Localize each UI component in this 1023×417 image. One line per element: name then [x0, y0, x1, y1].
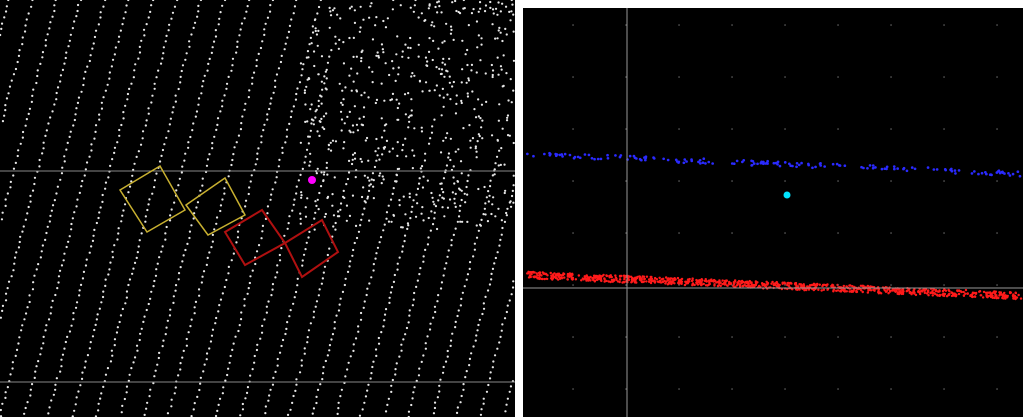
- right-panel: [523, 8, 1023, 417]
- magenta-point: [308, 176, 316, 184]
- page: (() => { const svg = document.getElement…: [0, 0, 1023, 417]
- point-cloud-views: [0, 0, 1023, 417]
- cyan-point: [784, 192, 791, 199]
- left-panel: [0, 0, 515, 417]
